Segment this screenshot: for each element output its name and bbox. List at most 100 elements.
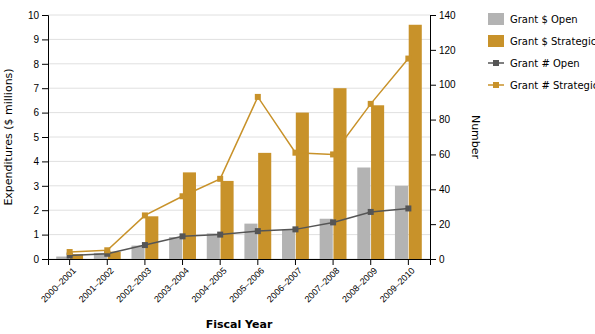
y-tick-mark [42, 186, 48, 187]
y-tick-mark [42, 235, 48, 236]
y2-tick: 40 [430, 184, 451, 195]
legend-label: Grant # Strategic [510, 80, 595, 91]
line-series [67, 56, 412, 255]
x-tick-label: 2000–2001 [39, 265, 78, 304]
legend-swatch [488, 13, 504, 25]
y-axis-title: Expenditures ($ millions) [2, 68, 15, 205]
marker [180, 233, 186, 239]
x-tick-label: 2005–2006 [227, 265, 266, 304]
y-tick-label: 7 [33, 83, 39, 94]
marker [255, 228, 261, 234]
marker [67, 249, 73, 255]
y-tick-mark [42, 39, 48, 40]
x-axis-title: Fiscal Year [206, 318, 273, 331]
y-tick-mark [42, 210, 48, 211]
x-tick-mark [107, 259, 108, 265]
x-tick: 2009–2010 [378, 259, 417, 304]
y-tick-label: 4 [33, 156, 39, 167]
bar [258, 153, 271, 259]
bar [371, 105, 384, 259]
y-tick: 9 [33, 34, 48, 45]
y2-tick-mark [430, 259, 436, 260]
x-tick-label: 2009–2010 [378, 265, 417, 304]
legend: Grant $ Open Grant $ Strategic Grant # Ope… [488, 13, 595, 91]
y-tick-label: 6 [33, 107, 39, 118]
marker [180, 193, 186, 199]
legend-item: Grant $ Open [488, 13, 578, 25]
x-tick: 2003–2004 [152, 259, 191, 304]
legend-marker [493, 60, 499, 66]
legend-marker [493, 82, 499, 88]
marker [217, 232, 223, 238]
x-tick: 2004–2005 [190, 259, 229, 304]
y-tick-mark [42, 137, 48, 138]
marker [104, 247, 110, 253]
x-tick-mark [370, 259, 371, 265]
y2-tick-label: 20 [439, 219, 451, 230]
y2-tick-mark [430, 189, 436, 190]
legend-label: Grant $ Open [510, 14, 578, 25]
legend-swatch [488, 35, 504, 47]
y-tick: 0 [33, 254, 48, 265]
y-tick-mark [42, 259, 48, 260]
line [70, 208, 409, 255]
legend-item: Grant $ Strategic [488, 35, 595, 47]
bar [183, 172, 196, 259]
x-tick-mark [220, 259, 221, 265]
y-tick-label: 9 [33, 34, 39, 45]
marker [368, 101, 374, 107]
x-tick-mark [295, 259, 296, 265]
y2-tick-mark [430, 120, 436, 121]
bar [221, 181, 234, 259]
bar [296, 113, 309, 259]
y-tick: 8 [33, 59, 48, 70]
y2-tick: 80 [430, 114, 451, 125]
y-axis-line [42, 16, 49, 260]
y2-axis-title: Number [469, 115, 482, 160]
y2-tick: 0 [430, 254, 445, 265]
marker [255, 94, 261, 100]
y-tick-label: 1 [33, 229, 39, 240]
grid-line [48, 63, 430, 64]
y-tick: 1 [33, 229, 48, 240]
marker [405, 205, 411, 211]
marker [330, 151, 336, 157]
x-tick: 2001–2002 [77, 259, 116, 304]
x-tick-mark [333, 259, 334, 265]
x-tick: 2005–2006 [227, 259, 266, 304]
x-tick-label: 2004–2005 [190, 265, 229, 304]
x-tick-label: 2008–2009 [340, 265, 379, 304]
grid-line [48, 15, 430, 16]
x-tick-label: 2006–2007 [265, 265, 304, 304]
legend-item: Grant # Strategic [488, 80, 595, 91]
grid-line [48, 88, 430, 89]
x-tick-mark [144, 259, 145, 265]
y-tick: 3 [33, 181, 48, 192]
x-tick: 2008–2009 [340, 259, 379, 304]
y-tick-mark [42, 88, 48, 89]
y-tick: 6 [33, 107, 48, 118]
y2-tick: 60 [430, 149, 451, 160]
y-tick: 7 [33, 83, 48, 94]
x-tick-mark [257, 259, 258, 265]
marker [217, 176, 223, 182]
x-axis: 2000–20012001–20022002–20032003–20042004… [39, 259, 430, 304]
marker [405, 56, 411, 62]
marker [292, 150, 298, 156]
y2-axis: 020406080100120140 [430, 10, 456, 265]
y2-tick-label: 120 [439, 45, 456, 56]
bar-series [70, 25, 422, 259]
y-tick-label: 0 [33, 254, 39, 265]
grid-line [48, 39, 430, 40]
marker [142, 212, 148, 218]
y2-tick-mark [430, 50, 436, 51]
line [70, 59, 409, 252]
y2-tick-mark [430, 85, 436, 86]
y2-axis-line [431, 16, 437, 260]
x-tick-label: 2001–2002 [77, 265, 116, 304]
legend-item: Grant # Open [488, 58, 580, 69]
y2-tick-label: 40 [439, 184, 451, 195]
y2-tick-mark [430, 154, 436, 155]
bar [395, 186, 408, 259]
y-tick-label: 2 [33, 205, 39, 216]
